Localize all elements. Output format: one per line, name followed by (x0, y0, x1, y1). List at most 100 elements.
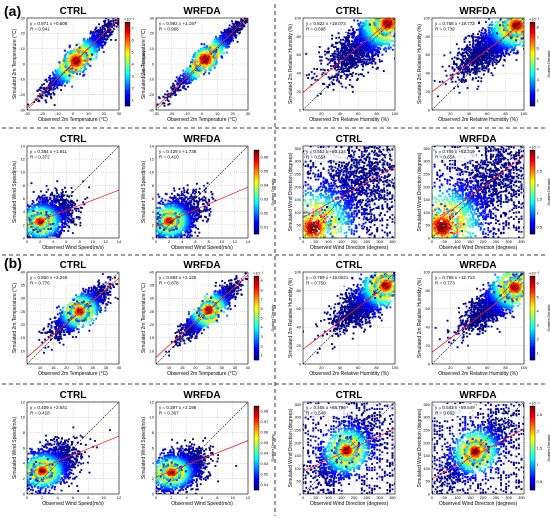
scatter-point (63, 84, 66, 87)
scatter-point (365, 33, 368, 36)
colorbar-segment (125, 61, 130, 65)
colorbar-segment (125, 66, 130, 69)
scatter-point (201, 66, 204, 69)
scatter-point (247, 18, 248, 19)
scatter-point (78, 60, 81, 63)
scatter-point (191, 67, 194, 70)
scatter-point (168, 102, 171, 105)
scatter-point (95, 49, 98, 52)
scatter-point (69, 77, 72, 80)
scatter-point (336, 78, 339, 80)
scatter-point (324, 53, 327, 56)
scatter-point (95, 50, 98, 53)
scatter-point (78, 67, 81, 70)
scatter-point (163, 102, 166, 105)
scatter-point (377, 46, 380, 49)
scatter-point (347, 59, 350, 62)
scatter-point (379, 60, 381, 63)
scatter-point (89, 58, 92, 61)
scatter-point (103, 23, 106, 26)
scatter-point (208, 69, 211, 72)
scatter-point (109, 32, 112, 34)
scatter-point (220, 41, 223, 43)
scatter-point (315, 75, 318, 78)
colorbar-segment (125, 87, 130, 90)
scatter-point (97, 49, 100, 51)
colorbar-segment (125, 68, 130, 71)
scatter-point (201, 49, 204, 52)
scatter-point (103, 30, 106, 33)
scatter-point (200, 43, 203, 46)
colorbar-segment (125, 101, 130, 105)
scatter-point (357, 64, 360, 67)
scatter-point (331, 37, 333, 40)
scatter-point (70, 71, 73, 74)
scatter-point (69, 71, 72, 74)
scatter-point (351, 48, 354, 51)
scatter-point (193, 61, 196, 64)
scatter-point (60, 89, 62, 92)
scatter-point (73, 63, 76, 66)
scatter-point (388, 44, 391, 47)
scatter-point (97, 44, 100, 47)
scatter-point (353, 60, 356, 63)
y-tick-label: -20 (148, 92, 155, 97)
scatter-point (217, 45, 220, 48)
scatter-point (243, 25, 245, 28)
scatter-point (103, 41, 106, 44)
colorbar-segment (125, 93, 130, 96)
scatter-point (342, 67, 345, 70)
scatter-point (186, 78, 189, 81)
scatter-point (58, 64, 61, 67)
scatter-point (353, 64, 356, 67)
scatter-point (102, 44, 105, 47)
scatter-point (388, 39, 391, 42)
scatter-point (246, 19, 248, 22)
scatter-point (352, 43, 355, 46)
scatter-point (343, 56, 346, 59)
scatter-point (216, 42, 219, 45)
scatter-point (241, 26, 244, 29)
scatter-point (193, 63, 196, 66)
colorbar-segment (125, 28, 130, 31)
scatter-point (351, 40, 353, 43)
scatter-point (344, 70, 347, 72)
scatter-point (240, 28, 243, 31)
scatter-point (83, 69, 86, 72)
scatter-point (84, 66, 87, 69)
scatter-point (344, 67, 347, 70)
scatter-point (191, 58, 194, 61)
scatter-point (99, 29, 102, 32)
scatter-point (196, 71, 199, 74)
scatter-point (341, 46, 343, 49)
scatter-point (216, 37, 219, 40)
colorbar-segment (125, 38, 130, 42)
scatter-point (52, 86, 55, 89)
scatter-point (76, 55, 79, 58)
scatter-point (108, 20, 111, 23)
scatter-point (46, 93, 49, 96)
scatter-point (206, 64, 210, 67)
scatter-point (179, 74, 182, 77)
scatter-point (352, 49, 355, 52)
scatter-point (197, 55, 201, 58)
scatter-point (364, 61, 367, 64)
scatter-point (361, 58, 364, 61)
scatter-point (212, 46, 215, 48)
identity-line (156, 18, 248, 110)
scatter-point (113, 24, 116, 27)
scatter-point (166, 96, 169, 99)
scatter-point (74, 51, 77, 54)
scatter-point (75, 65, 78, 68)
scatter-point (60, 79, 63, 82)
scatter-point (347, 32, 350, 34)
x-tick-label: -20 (39, 111, 46, 116)
scatter-point (227, 30, 230, 33)
scatter-point (361, 68, 364, 71)
scatter-point (241, 19, 244, 22)
scatter-point (108, 34, 111, 37)
scatter-point (373, 43, 376, 46)
scatter-point (191, 73, 194, 76)
scatter-point (337, 47, 340, 50)
scatter-point (341, 68, 344, 71)
